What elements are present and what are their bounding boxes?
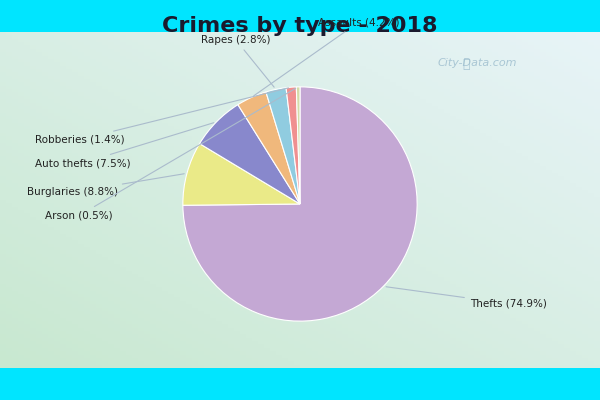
Wedge shape [183, 144, 300, 205]
Text: ⓘ: ⓘ [463, 58, 470, 70]
Wedge shape [183, 87, 417, 321]
Text: Crimes by type - 2018: Crimes by type - 2018 [162, 16, 438, 36]
Text: Auto thefts (7.5%): Auto thefts (7.5%) [35, 123, 214, 168]
Text: Thefts (74.9%): Thefts (74.9%) [386, 287, 547, 308]
Wedge shape [286, 87, 300, 204]
Wedge shape [266, 88, 300, 204]
Text: Arson (0.5%): Arson (0.5%) [45, 88, 296, 221]
Text: Burglaries (8.8%): Burglaries (8.8%) [28, 174, 184, 197]
Text: Assaults (4.2%): Assaults (4.2%) [254, 18, 399, 96]
Text: Robberies (1.4%): Robberies (1.4%) [35, 88, 289, 144]
Wedge shape [200, 105, 300, 204]
Text: City-Data.com: City-Data.com [437, 58, 517, 68]
Wedge shape [296, 87, 300, 204]
Wedge shape [238, 92, 300, 204]
Text: Rapes (2.8%): Rapes (2.8%) [201, 35, 274, 87]
